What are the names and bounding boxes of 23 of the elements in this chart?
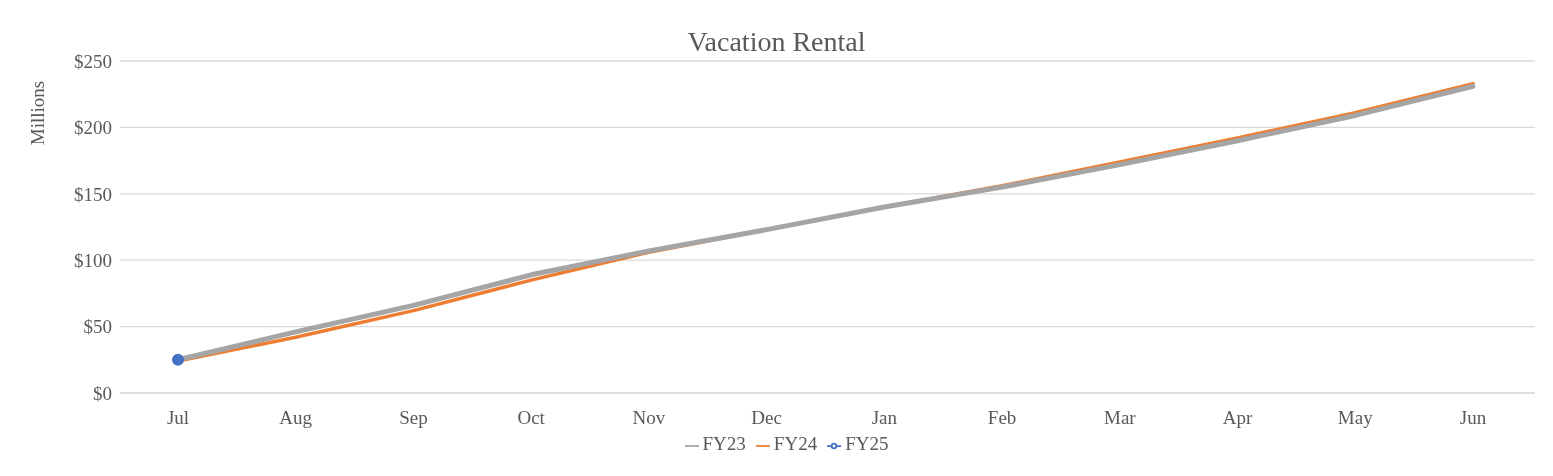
x-tick-label: Mar xyxy=(1103,407,1137,429)
legend-label: FY24 xyxy=(773,433,818,454)
x-tick-label: Feb xyxy=(987,407,1017,429)
x-tick-label: Apr xyxy=(1222,407,1253,429)
chart-title: Vacation Rental xyxy=(687,26,866,57)
x-tick-label: May xyxy=(1337,407,1374,429)
y-tick-label: $100 xyxy=(74,249,112,271)
x-tick-label: Jul xyxy=(166,407,190,429)
y-tick-label: $250 xyxy=(74,50,112,72)
x-tick-label: Jan xyxy=(871,407,898,429)
x-tick-label: Jun xyxy=(1459,407,1487,429)
x-tick-label: Nov xyxy=(632,407,666,429)
legend-label: FY25 xyxy=(845,433,889,454)
legend-label: FY23 xyxy=(702,433,746,454)
x-tick-label: Dec xyxy=(751,407,782,429)
x-tick-label: Oct xyxy=(517,407,546,429)
y-axis-title: Millions xyxy=(27,80,49,146)
y-tick-label: $150 xyxy=(74,183,112,205)
x-tick-label: Sep xyxy=(399,407,428,429)
y-tick-label: $0 xyxy=(93,382,112,404)
y-tick-label: $200 xyxy=(74,117,112,139)
x-tick-label: Aug xyxy=(279,407,313,429)
y-tick-label: $50 xyxy=(83,316,112,338)
